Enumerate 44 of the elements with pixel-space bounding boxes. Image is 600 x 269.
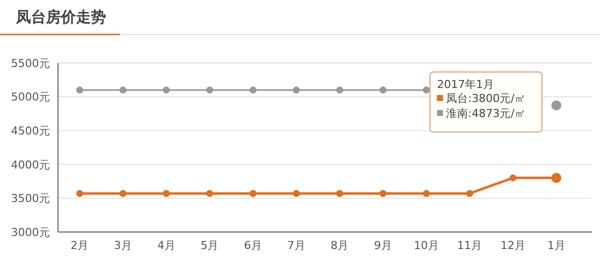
x-tick-label: 2月 — [70, 239, 89, 252]
x-tick-label: 5月 — [200, 239, 219, 252]
legend-label: 凤台 — [446, 92, 468, 105]
annotation: :4873元/㎡ — [468, 107, 526, 120]
y-tick-label: 3500元 — [11, 192, 50, 206]
point — [250, 190, 256, 197]
x-tick-label: 10月 — [414, 239, 439, 252]
y-tick-label: 5000元 — [11, 90, 50, 104]
point — [76, 86, 84, 94]
point — [510, 174, 516, 182]
x-tick-label: 6月 — [244, 239, 262, 252]
y-tick-label: 3000元 — [11, 226, 50, 239]
x-tick-label: 3月 — [114, 239, 132, 252]
chart-title: 凤台房价走势 — [15, 8, 106, 26]
x-tick-label: 4月 — [157, 239, 176, 252]
point — [120, 86, 126, 94]
point — [336, 86, 344, 94]
y-tick-label: 4500元 — [11, 124, 50, 138]
point — [206, 190, 214, 197]
point — [292, 86, 300, 94]
point — [292, 190, 300, 197]
point — [162, 86, 170, 94]
x-tick-label: 12月 — [500, 239, 526, 252]
point — [162, 190, 170, 197]
point — [380, 86, 386, 94]
x-tick-label: 11月 — [457, 239, 482, 252]
x-tick-label: 1月 — [547, 239, 566, 252]
point — [380, 190, 386, 197]
annotation: :3800元/㎡ — [468, 92, 526, 105]
point — [336, 190, 344, 197]
x-tick-label: 9月 — [374, 239, 392, 252]
x-tick-label: 7月 — [287, 239, 306, 252]
point — [120, 190, 126, 197]
point — [250, 86, 256, 94]
legend-label: 淮南 — [446, 107, 468, 120]
point — [422, 86, 430, 94]
point — [76, 190, 84, 197]
point — [422, 190, 430, 197]
annotation: 2017年1月 — [437, 78, 494, 91]
point — [466, 190, 474, 197]
point — [206, 86, 214, 94]
x-tick-label: 8月 — [330, 239, 349, 252]
y-tick-label: 5500元 — [11, 56, 50, 70]
y-tick-label: 4000元 — [11, 158, 50, 172]
